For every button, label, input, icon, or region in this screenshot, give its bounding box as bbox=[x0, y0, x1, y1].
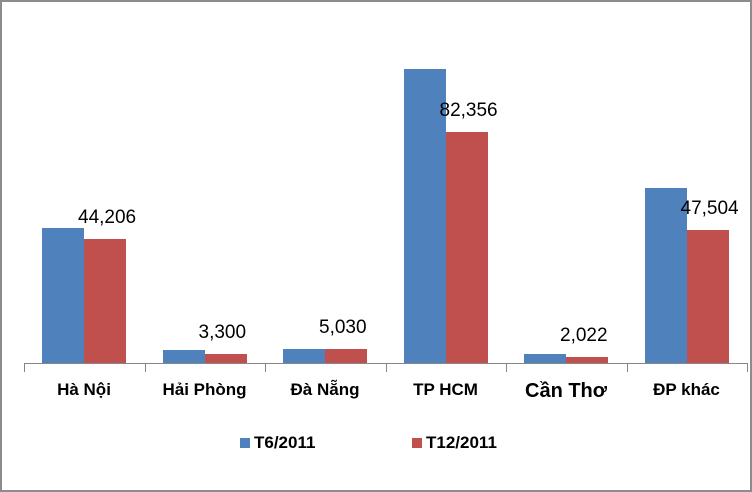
bar-t12 bbox=[84, 239, 126, 363]
legend-label: T12/2011 bbox=[426, 433, 497, 452]
bar-t12 bbox=[325, 349, 367, 363]
bar-t6 bbox=[644, 188, 687, 363]
x-axis-tick bbox=[144, 364, 146, 372]
data-label: 44,206 bbox=[78, 207, 137, 228]
bar-t12 bbox=[566, 357, 608, 363]
legend-label: T6/2011 bbox=[254, 433, 316, 452]
category-label: Đà Nẵng bbox=[290, 380, 360, 399]
x-axis-tick bbox=[385, 364, 387, 372]
category-label: Hà Nội bbox=[57, 380, 111, 399]
bar-t12 bbox=[445, 132, 488, 363]
x-axis-tick bbox=[24, 364, 25, 372]
bar-t12 bbox=[686, 230, 729, 363]
bar-t12 bbox=[204, 354, 247, 363]
x-axis-tick bbox=[626, 364, 628, 372]
x-axis-line bbox=[24, 363, 748, 364]
legend: T6/2011 T12/2011 bbox=[2, 433, 750, 457]
category-label: Cần Thơ bbox=[525, 380, 607, 402]
bar-t6 bbox=[162, 350, 205, 363]
legend-item-t12-2011: T12/2011 bbox=[412, 433, 497, 453]
category-label: ĐP khác bbox=[653, 380, 720, 399]
data-label: 47,504 bbox=[680, 198, 739, 219]
bar-t6 bbox=[403, 69, 446, 363]
x-axis-tick bbox=[506, 364, 507, 372]
category-label: Hải Phòng bbox=[162, 380, 247, 399]
data-label: 3,300 bbox=[198, 322, 247, 343]
data-label: 5,030 bbox=[319, 317, 367, 338]
legend-swatch-blue bbox=[240, 438, 250, 448]
data-label: 82,356 bbox=[439, 100, 498, 121]
legend-item-t6-2011: T6/2011 bbox=[240, 433, 315, 453]
category-label: TP HCM bbox=[413, 380, 478, 399]
bar-t6 bbox=[283, 349, 325, 363]
legend-swatch-red bbox=[412, 438, 422, 448]
bar-t6 bbox=[42, 228, 84, 363]
bar-t6 bbox=[524, 354, 566, 363]
x-axis-tick bbox=[747, 364, 748, 372]
x-axis-tick bbox=[265, 364, 266, 372]
data-label: 2,022 bbox=[560, 325, 608, 346]
